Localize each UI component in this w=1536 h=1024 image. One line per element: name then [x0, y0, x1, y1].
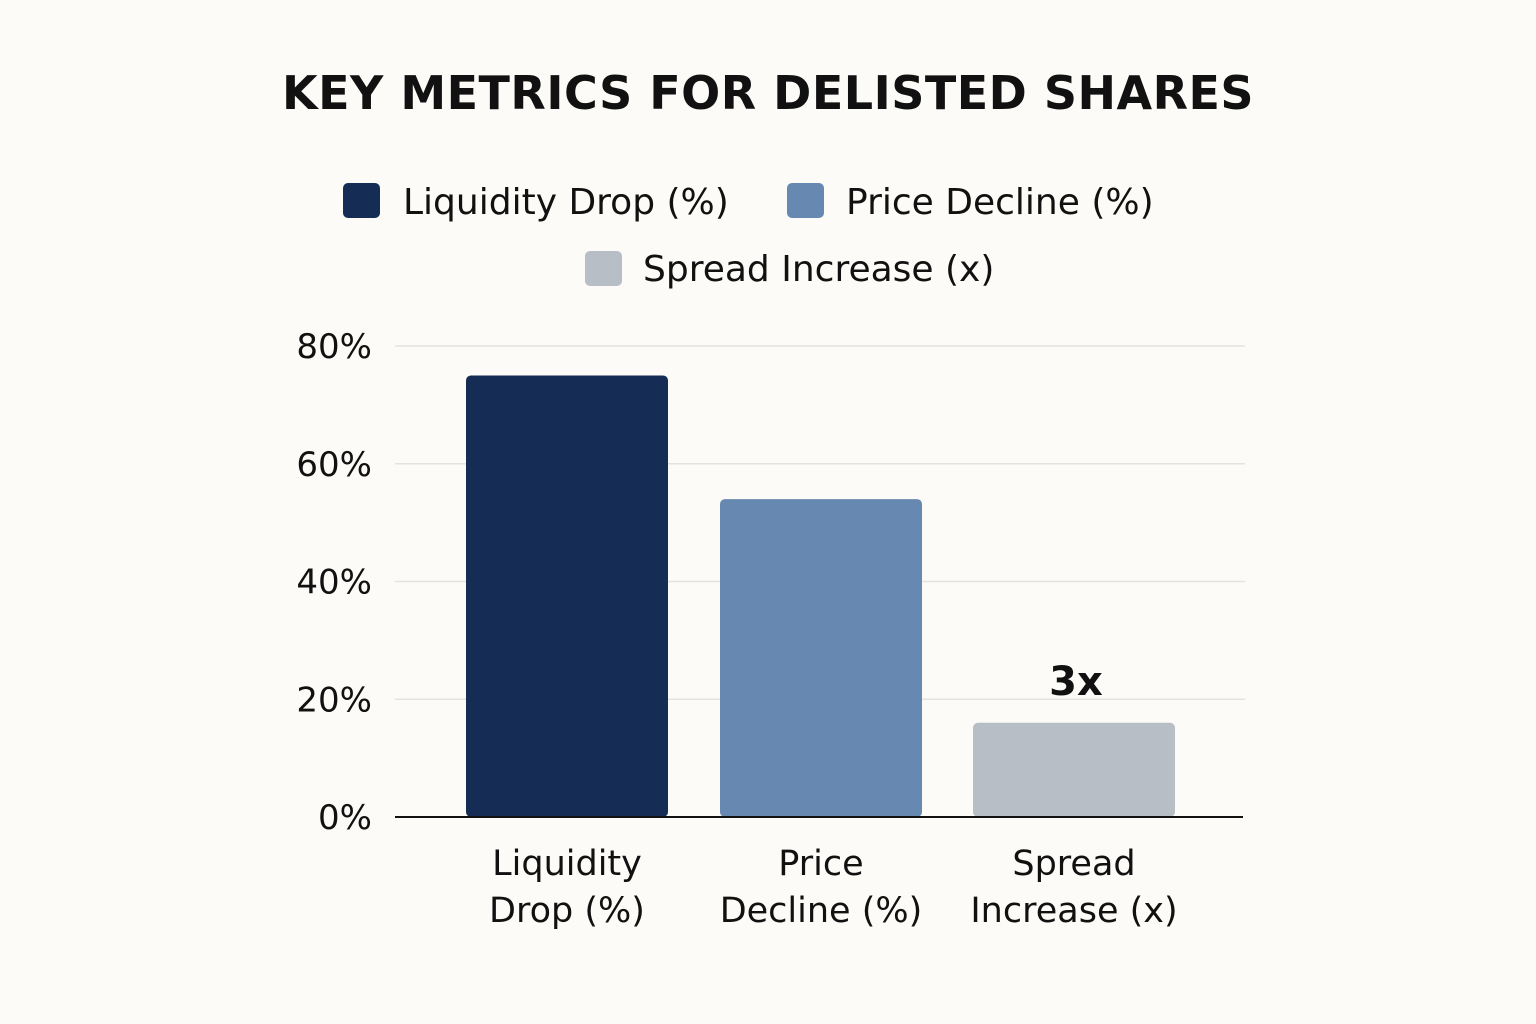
x-tick-label: Decline (%) — [720, 891, 923, 931]
legend-swatch — [585, 251, 622, 286]
data-labels: 3x — [1049, 659, 1103, 705]
legend-swatch — [787, 183, 824, 218]
legend-label: Price Decline (%) — [846, 182, 1154, 223]
legend-label: Spread Increase (x) — [643, 249, 994, 290]
y-tick-label: 0% — [318, 798, 372, 838]
x-tick-label: Increase (x) — [970, 891, 1177, 931]
legend: Liquidity Drop (%) Price Decline (%) Sprea… — [343, 182, 1154, 290]
chart-title: KEY METRICS FOR DELISTED SHARES — [281, 66, 1255, 120]
x-tick-label: Liquidity — [492, 844, 642, 884]
x-tick-label: Spread — [1012, 844, 1135, 884]
legend-swatch — [343, 183, 380, 218]
y-axis: 0% 20% 40% 60% 80% — [296, 327, 372, 838]
data-label: 3x — [1049, 659, 1103, 705]
bar — [973, 722, 1175, 817]
y-tick-label: 20% — [296, 680, 372, 720]
legend-label: Liquidity Drop (%) — [403, 182, 729, 223]
x-tick-label: Drop (%) — [489, 891, 645, 931]
x-tick-label: Price — [778, 844, 863, 884]
y-tick-label: 40% — [296, 563, 372, 603]
y-tick-label: 80% — [296, 327, 372, 367]
bars — [466, 375, 1175, 817]
bar — [720, 499, 922, 817]
bar — [466, 375, 668, 817]
x-axis-labels: Liquidity Drop (%) Price Decline (%) Spread I… — [489, 844, 1178, 931]
y-tick-label: 60% — [296, 445, 372, 485]
